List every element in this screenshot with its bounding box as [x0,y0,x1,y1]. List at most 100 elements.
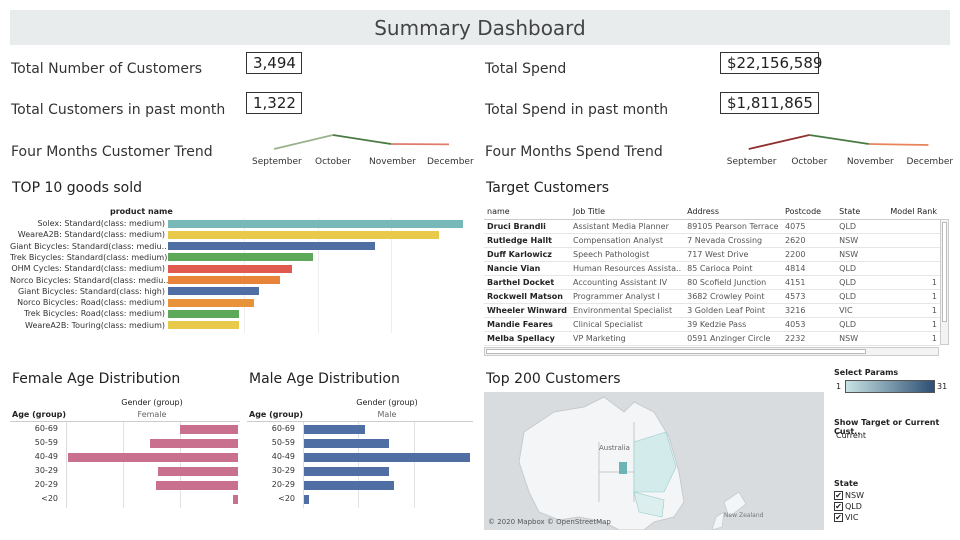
age-bar[interactable] [304,453,470,462]
table-scrollbar-vertical[interactable] [940,219,949,345]
male-age-title: Male Age Distribution [249,371,400,387]
table-column-header[interactable]: Model Rank [887,205,940,220]
age-group-label: 40-49 [34,452,58,461]
goods-title: TOP 10 goods sold [12,180,143,196]
table-cell: Nancie Vian [484,261,570,276]
table-cell: VP Marketing [570,331,685,346]
table-cell: 80 Scofield Junction [684,275,783,290]
goods-row[interactable]: WeareA2B: Standard(class: medium) [10,229,440,240]
goods-row[interactable]: Trek Bicycles: Road(class: medium) [10,308,239,319]
spend-past-month-label: Total Spend in past month [485,102,669,118]
goods-bar[interactable] [168,219,463,228]
goods-bar[interactable] [168,242,375,251]
goods-bar[interactable] [168,230,440,239]
table-cell: Barthel Docket [484,275,570,290]
table-column-header[interactable]: Address [684,205,783,220]
table-column-header[interactable]: Postcode [782,205,837,220]
goods-bar[interactable] [168,321,239,330]
age-bar[interactable] [180,425,238,434]
table-cell: QLD [836,275,888,290]
goods-row[interactable]: OHM Cycles: Standard(class: medium) [10,263,292,274]
show-target-value[interactable]: Current [836,431,867,440]
goods-bar[interactable] [168,298,254,307]
table-cell: 89105 Pearson Terrace [684,219,783,234]
table-row[interactable]: Duff Karlowicz Speech Pathologist 717 West… [484,247,940,262]
age-bar[interactable] [158,467,238,476]
trend-month-label: November [369,157,416,167]
table-cell: 2620 [782,233,837,248]
table-column-header[interactable]: name [484,205,570,220]
age-bar[interactable] [304,467,389,476]
table-scroll-thumb[interactable] [942,222,947,322]
goods-row[interactable]: Norco Bicycles: Standard(class: mediu.. [10,275,281,286]
total-spend-value: $22,156,589 [720,52,822,74]
table-row[interactable]: Mandie Feares Clinical Specialist 39 Kedzi… [484,317,940,332]
goods-row[interactable]: Norco Bicycles: Road(class: medium) [10,297,254,308]
table-row[interactable]: Druci Brandli Assistant Media Planner 8910… [484,219,940,234]
goods-row[interactable]: Giant Bicycles: Standard(class: high) [10,286,260,297]
table-column-header[interactable]: Job Title [570,205,685,220]
table-cell: Human Resources Assista.. [570,261,685,276]
age-group-label: <20 [41,494,58,503]
goods-bar[interactable] [168,253,313,262]
table-row[interactable]: Wheeler Winward Environmental Specialist 3… [484,303,940,318]
highlight-region-nsw [633,491,665,518]
female-age-title: Female Age Distribution [12,371,181,387]
goods-gridline [243,218,245,333]
table-row[interactable]: Nancie Vian Human Resources Assista.. 85 C… [484,261,940,276]
checkbox-icon[interactable]: ✔ [834,513,843,522]
table-cell: 7 Nevada Crossing [684,233,783,248]
goods-row[interactable]: Giant Bicycles: Standard(class: mediu.. [10,241,375,252]
trend-segment [809,134,870,145]
age-bar[interactable] [149,439,238,448]
state-filter-list: ✔ NSW ✔ QLD ✔ VIC [834,490,864,523]
age-bar[interactable] [232,495,238,504]
goods-bar[interactable] [168,264,292,273]
goods-bar[interactable] [168,287,260,296]
state-filter-item[interactable]: ✔ VIC [834,512,864,523]
age-bar[interactable] [304,425,366,434]
goods-bar[interactable] [168,276,281,284]
customer-map[interactable]: Australia New Zealand © 2020 Mapbox © Op… [484,392,824,530]
table-row[interactable]: Melba Spellacy VP Marketing 0591 Anzinger … [484,331,940,346]
select-params-slider[interactable] [845,380,935,393]
goods-label: Giant Bicycles: Standard(class: high) [17,286,165,296]
trend-month-label: September [726,157,777,167]
age-bar[interactable] [156,481,238,490]
state-filter-label: QLD [845,502,862,511]
age-bar[interactable] [68,453,238,462]
table-cell: Clinical Specialist [570,317,685,332]
age-bar[interactable] [304,481,394,490]
checkbox-icon[interactable]: ✔ [834,502,843,511]
age-bar[interactable] [304,495,309,504]
table-column-header[interactable]: State [836,205,888,220]
age-bar[interactable] [304,439,389,448]
state-filter-item[interactable]: ✔ QLD [834,501,864,512]
age-gridline [122,422,124,508]
map-canvas [518,396,747,530]
table-cell: QLD [836,219,888,234]
state-filter-label: NSW [845,491,864,500]
table-cell: 1 [887,275,940,290]
table-row[interactable]: Rutledge Hallt Compensation Analyst 7 Neva… [484,233,940,248]
age-axis [66,422,67,508]
table-cell: VIC [836,303,888,318]
table-cell: Mandie Feares [484,317,570,332]
table-cell [887,219,940,234]
checkbox-icon[interactable]: ✔ [834,491,843,500]
state-filter-item[interactable]: ✔ NSW [834,490,864,501]
table-row[interactable]: Rockwell Matson Programmer Analyst I 3682 … [484,289,940,304]
goods-row[interactable]: Solex: Standard(class: medium) [10,218,463,229]
table-cell: 4053 [782,317,837,332]
goods-bar[interactable] [168,309,239,318]
gender-value: Female [137,410,167,419]
table-row[interactable]: Barthel Docket Accounting Assistant IV 80 … [484,275,940,290]
table-hscroll-thumb[interactable] [486,349,866,354]
map-title: Top 200 Customers [486,371,621,387]
goods-row[interactable]: Trek Bicycles: Standard(class: medium) [10,252,313,263]
gender-value: Male [377,410,397,419]
goods-row[interactable]: WeareA2B: Touring(class: medium) [10,320,239,331]
age-header-divider [10,421,240,422]
table-scrollbar-horizontal[interactable] [484,347,939,356]
map-attribution[interactable]: © 2020 Mapbox © OpenStreetMap [488,518,611,526]
